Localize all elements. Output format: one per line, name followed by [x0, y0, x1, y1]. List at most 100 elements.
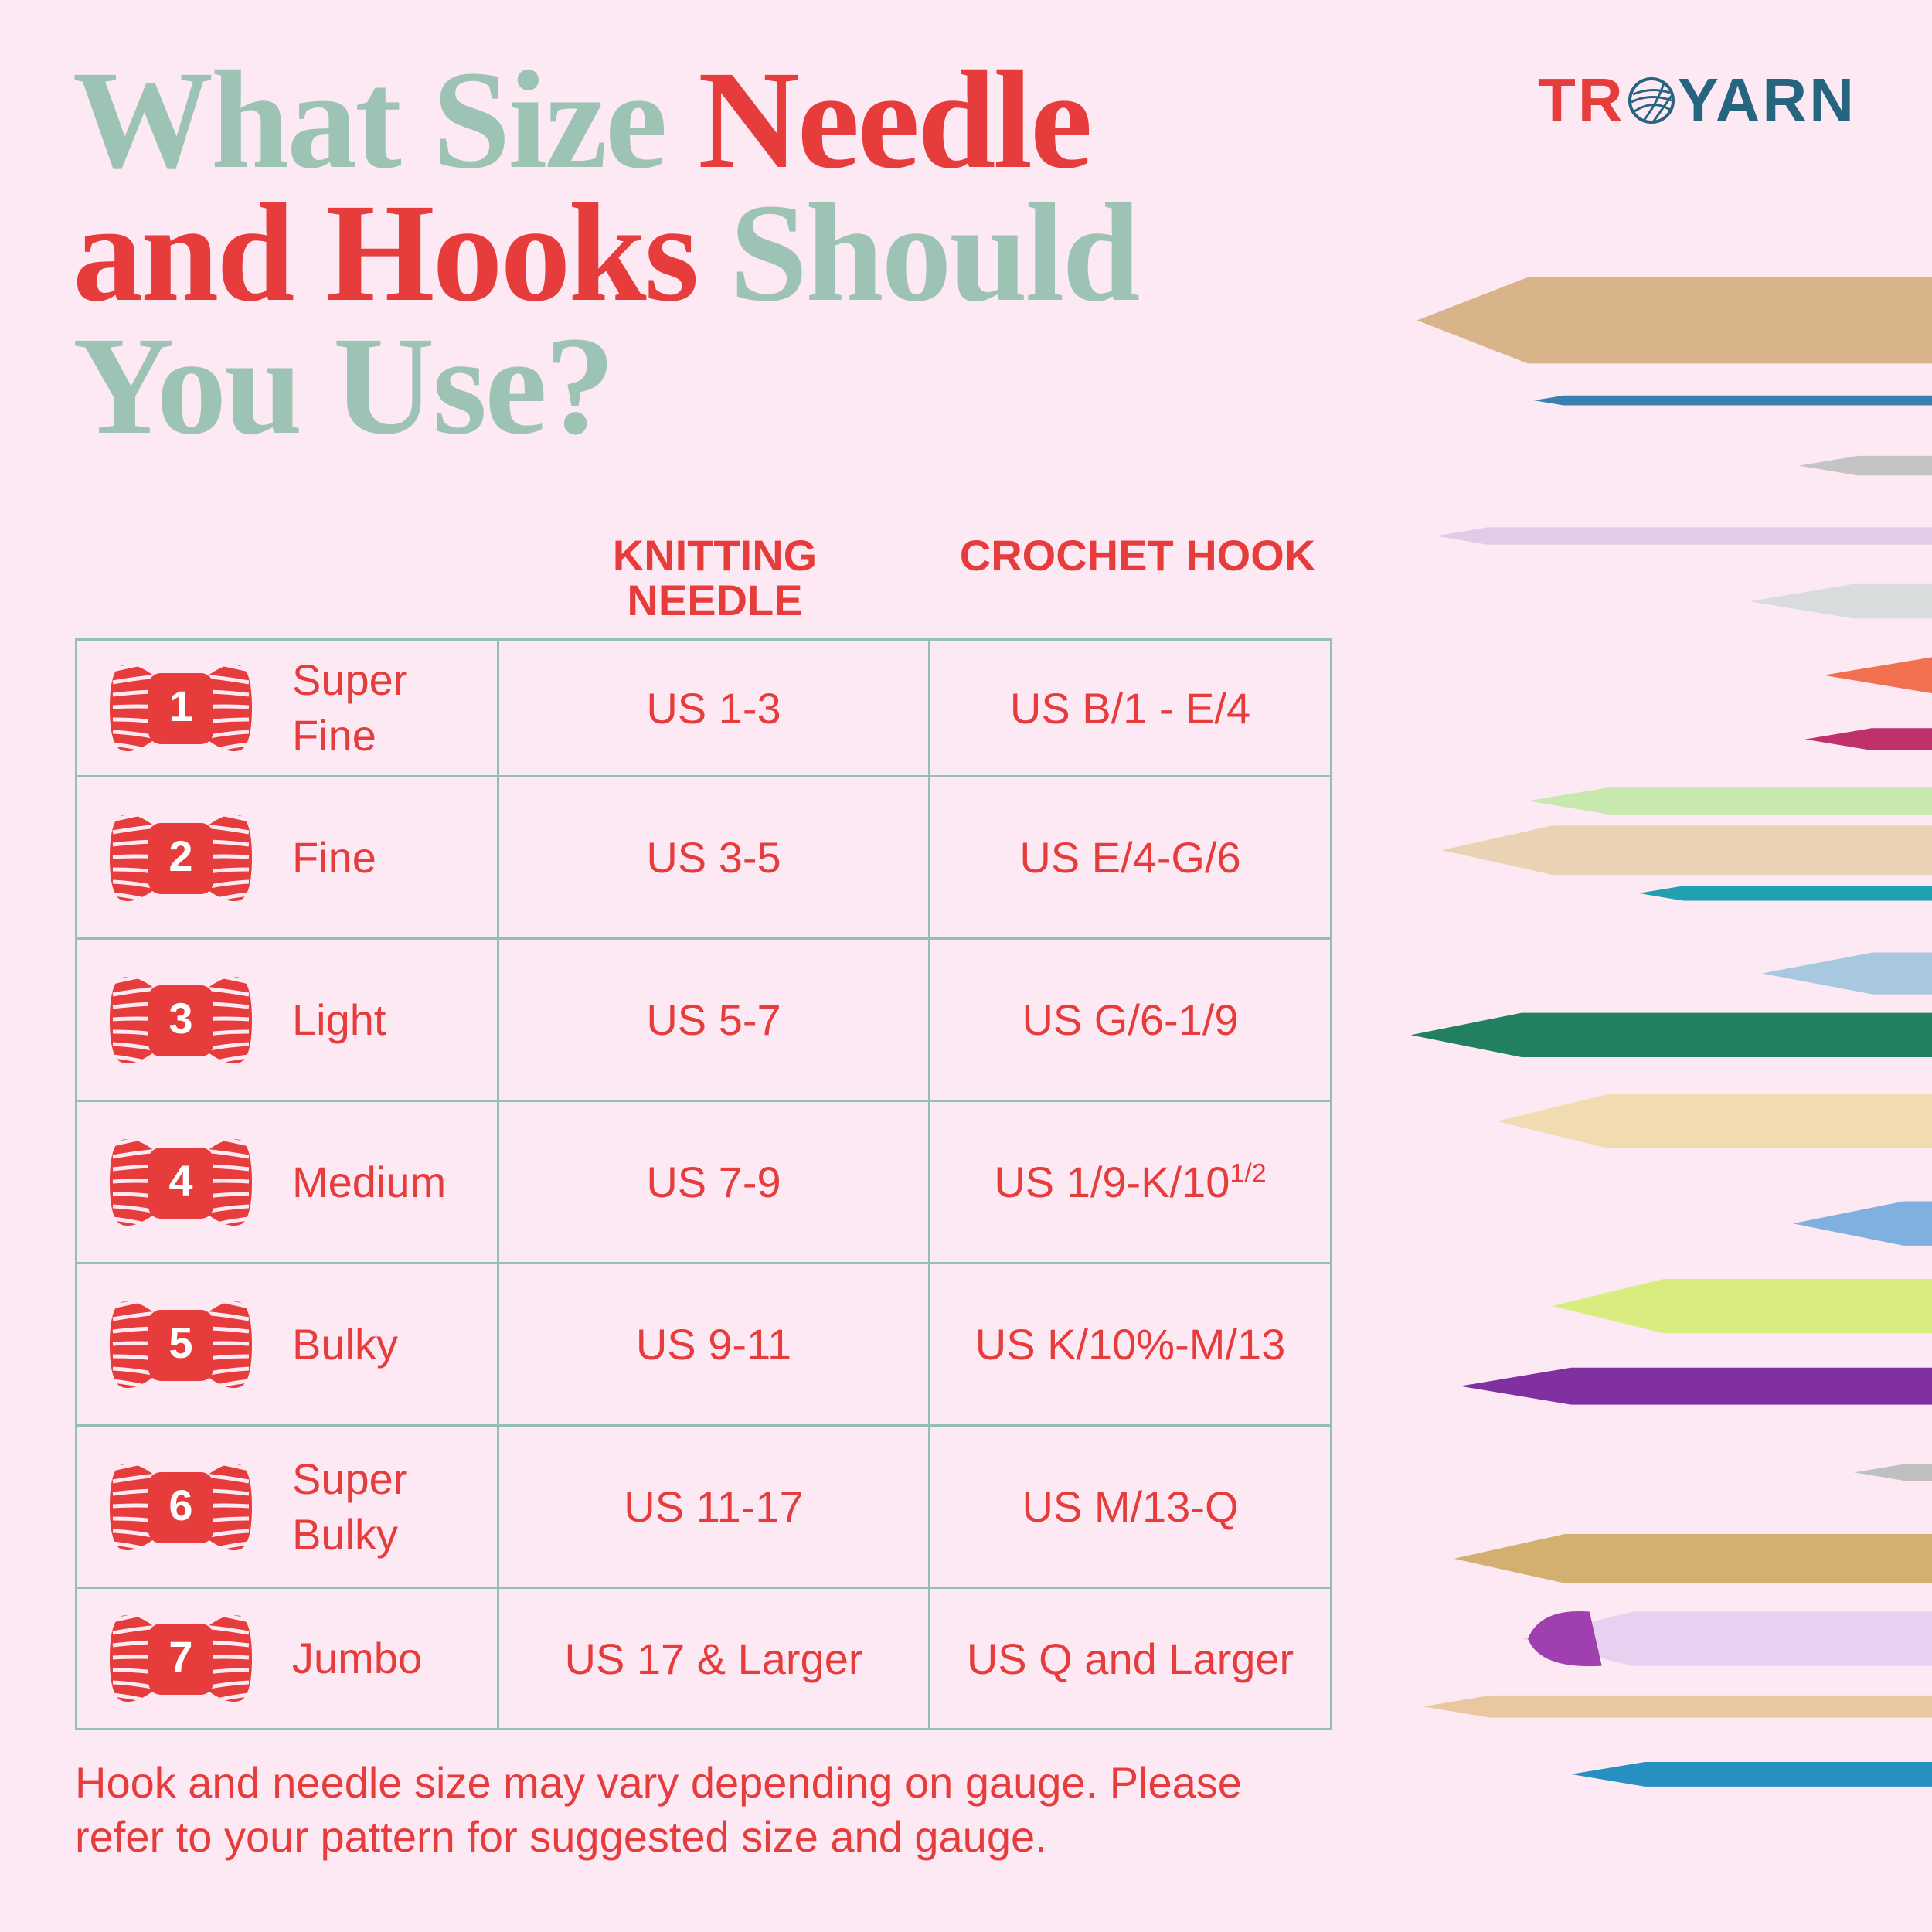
needle-shape	[1823, 656, 1932, 694]
needle-shape	[1804, 728, 1932, 750]
table-row: 5 Bulky US 9-11 US K/10%-M/13	[75, 1262, 1332, 1427]
needle-shape	[1798, 455, 1932, 476]
size-table: 1 Super Fine US 1-3 US B/1 - E/4 2 Fine …	[75, 638, 1332, 1730]
knitting-needle-size: US 7-9	[646, 1158, 781, 1206]
knitting-needle-cell: US 9-11	[497, 1262, 930, 1427]
weight-cell: 5 Bulky	[75, 1262, 499, 1427]
weight-cell: 6 Super Bulky	[75, 1424, 499, 1589]
table-row: 6 Super Bulky US 11-17 US M/13-Q	[75, 1424, 1332, 1589]
needle-shape	[1528, 787, 1932, 815]
yarn-weight-icon: 2	[110, 808, 252, 905]
needle-shape	[1454, 1534, 1932, 1583]
needle-shape	[1552, 1278, 1932, 1334]
weight-name: Jumbo	[292, 1634, 423, 1682]
title-word: and Hooks	[73, 175, 730, 331]
troyarn-logo: TR YARN	[1538, 65, 1856, 136]
table-row: 2 Fine US 3-5 US E/4-G/6	[75, 775, 1332, 940]
crochet-hook-cell: US 1/9-K/101/2	[928, 1100, 1332, 1264]
yarn-weight-number: 6	[168, 1481, 192, 1529]
needle-shape	[1410, 1012, 1932, 1057]
crochet-fraction: 1/2	[1230, 1158, 1267, 1189]
table-row: 1 Super Fine US 1-3 US B/1 - E/4	[75, 638, 1332, 777]
needle-shape	[1761, 952, 1932, 995]
weight-name: Bulky	[292, 1319, 398, 1369]
crochet-hook-size: US E/4-G/6	[1019, 833, 1241, 882]
title-word: Should	[730, 175, 1140, 331]
needle-shape	[1497, 1094, 1932, 1148]
needle-shape	[1534, 395, 1932, 406]
knitting-needle-cell: US 7-9	[497, 1100, 930, 1264]
yarn-weight-icon: 6	[110, 1458, 252, 1554]
needle-shape	[1417, 277, 1932, 364]
table-row: 7 Jumbo US 17 & Larger US Q and Larger	[75, 1587, 1332, 1730]
weight-cell: 4 Medium	[75, 1100, 499, 1264]
footer-note: Hook and needle size may vary depending …	[75, 1758, 1242, 1861]
crochet-hook-size: US M/13-Q	[1022, 1482, 1239, 1531]
needle-shape	[1750, 583, 1932, 619]
needle-shape	[1792, 1201, 1932, 1246]
crochet-hook-cell: US G/6-1/9	[928, 937, 1332, 1102]
weight-name: Super Fine	[292, 655, 408, 760]
knitting-needle-size: US 3-5	[646, 833, 781, 882]
logo-text-right: YARN	[1677, 66, 1856, 134]
needle-shape	[1460, 1367, 1932, 1405]
yarn-weight-icon: 3	[110, 971, 252, 1067]
knitting-needle-cell: US 5-7	[497, 937, 930, 1102]
crochet-hook-size: US K/10%-M/13	[975, 1320, 1286, 1369]
crochet-hook-cell: US B/1 - E/4	[928, 638, 1332, 777]
table-row: 3 Light US 5-7 US G/6-1/9	[75, 937, 1332, 1102]
needle-shape	[1435, 527, 1932, 545]
weight-cell: 2 Fine	[75, 775, 499, 940]
weight-name: Fine	[292, 832, 376, 882]
needle-shape	[1570, 1761, 1932, 1787]
knitting-needle-cell: US 17 & Larger	[497, 1587, 930, 1730]
knitting-needle-cell: US 3-5	[497, 775, 930, 940]
yarn-weight-number: 1	[168, 682, 192, 730]
yarn-weight-number: 4	[168, 1156, 192, 1205]
knitting-needle-size: US 17 & Larger	[564, 1634, 863, 1683]
header-knitting-needle: KNITTING NEEDLE	[612, 531, 818, 624]
crochet-hook-size: US B/1 - E/4	[1009, 683, 1251, 733]
yarn-weight-number: 5	[168, 1318, 192, 1367]
knitting-needle-size: US 11-17	[624, 1482, 804, 1531]
needle-shape	[1423, 1695, 1932, 1718]
page-title: What Size Needle and Hooks Should You Us…	[73, 50, 1141, 457]
needle-shape	[1854, 1464, 1932, 1481]
yarn-weight-icon: 7	[110, 1610, 252, 1706]
weight-name: Super Bulky	[292, 1454, 408, 1559]
crochet-hook-size: US Q and Larger	[966, 1634, 1294, 1683]
title-word: Needle	[698, 43, 1093, 198]
crochet-hook-size: US 1/9-K/10	[994, 1158, 1230, 1206]
knitting-needle-size: US 1-3	[646, 683, 781, 733]
yarn-weight-icon: 4	[110, 1133, 252, 1230]
weight-name: Light	[292, 995, 386, 1044]
weight-cell: 7 Jumbo	[75, 1587, 499, 1730]
yarn-weight-number: 7	[168, 1632, 192, 1681]
knitting-needle-size: US 9-11	[635, 1320, 792, 1369]
yarn-weight-number: 3	[168, 994, 192, 1043]
crochet-hook-cell: US K/10%-M/13	[928, 1262, 1332, 1427]
yarn-ball-icon	[1628, 77, 1675, 124]
title-word: What Size	[73, 43, 699, 198]
table-row: 4 Medium US 7-9 US 1/9-K/101/2	[75, 1100, 1332, 1264]
header-crochet-hook: CROCHET HOOK	[959, 531, 1316, 580]
knitting-needle-cell: US 1-3	[497, 638, 930, 777]
crochet-hook-size: US G/6-1/9	[1022, 995, 1239, 1044]
knitting-needle-cell: US 11-17	[497, 1424, 930, 1589]
needle-shape	[1638, 886, 1932, 901]
crochet-hook-cell: US Q and Larger	[928, 1587, 1332, 1730]
needle-shape	[1528, 1611, 1602, 1667]
needle-shape	[1522, 1611, 1932, 1666]
crochet-hook-cell: US M/13-Q	[928, 1424, 1332, 1589]
knitting-needle-size: US 5-7	[646, 995, 781, 1044]
yarn-weight-icon: 1	[110, 659, 252, 756]
weight-cell: 1 Super Fine	[75, 638, 499, 777]
yarn-weight-number: 2	[168, 832, 192, 880]
crochet-hook-cell: US E/4-G/6	[928, 775, 1332, 940]
yarn-weight-icon: 5	[110, 1295, 252, 1392]
needle-shape	[1441, 825, 1932, 876]
weight-name: Medium	[292, 1157, 447, 1206]
logo-text-left: TR	[1538, 66, 1625, 134]
weight-cell: 3 Light	[75, 937, 499, 1102]
title-word: You Use?	[73, 308, 615, 464]
